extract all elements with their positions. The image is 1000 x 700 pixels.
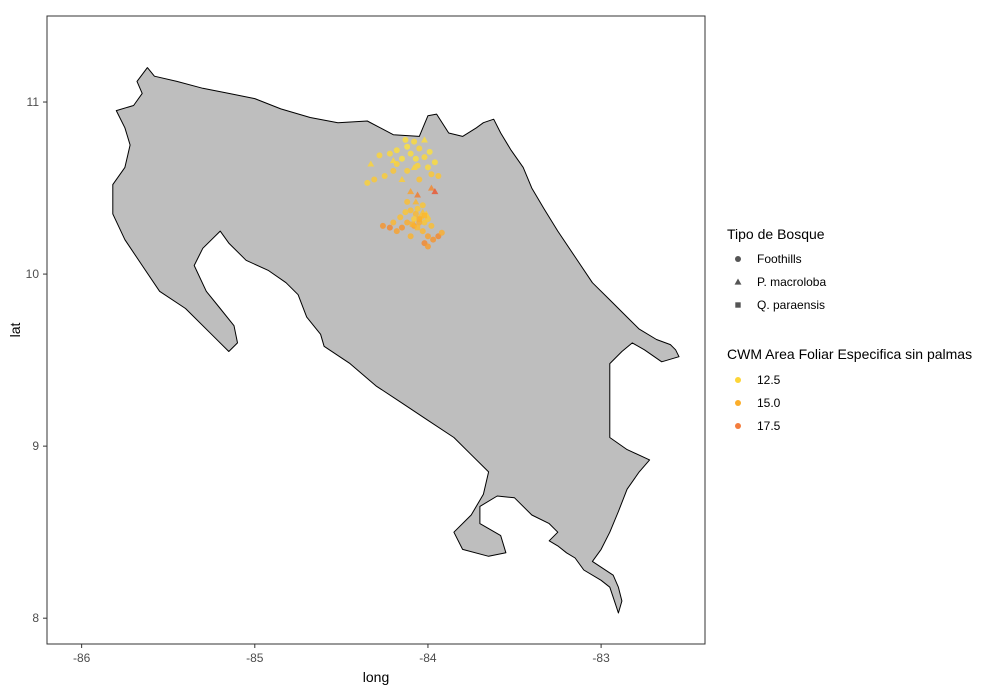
data-point-foothills: [364, 179, 371, 186]
x-tick-label: -86: [73, 651, 91, 665]
data-point-p-macroloba: [421, 136, 428, 143]
x-tick-label: -84: [419, 651, 437, 665]
data-point-foothills: [397, 214, 404, 221]
x-axis: -86 -85 -84 -83: [73, 644, 610, 665]
data-point-p-macroloba: [414, 191, 422, 198]
data-point-foothills: [428, 222, 435, 229]
data-point-foothills: [407, 150, 414, 157]
legend-shape: Tipo de Bosque Foothills P. macroloba Q. p…: [727, 226, 826, 312]
data-point-foothills: [416, 145, 423, 152]
data-point-foothills: [407, 233, 414, 240]
y-tick-label: 10: [26, 267, 40, 281]
data-point-foothills: [404, 198, 411, 205]
data-point-foothills: [398, 155, 405, 162]
x-axis-title: long: [363, 669, 389, 685]
legend-shape-label: Foothills: [757, 252, 802, 266]
data-point-p-macroloba: [431, 188, 439, 195]
data-point-foothills: [438, 229, 445, 236]
legend-key-triangle: [734, 278, 742, 285]
data-point-p-macroloba: [407, 188, 415, 195]
data-point-q-paraensis: [414, 224, 421, 231]
data-point-foothills: [404, 167, 411, 174]
legend-color-key: [735, 377, 741, 383]
data-point-foothills: [411, 216, 418, 223]
data-point-foothills: [424, 233, 431, 240]
legend-color-key: [735, 400, 741, 406]
data-point-foothills: [412, 155, 419, 162]
legend-color-title: CWM Area Foliar Especifica sin palmas: [727, 346, 972, 362]
legend-shape-label: P. macroloba: [757, 275, 826, 289]
map-layer: [112, 67, 680, 614]
plot-panel-border: [46, 15, 706, 645]
y-axis-title: lat: [7, 323, 23, 338]
data-point-foothills: [424, 164, 431, 171]
legend-key-circle: [735, 256, 741, 262]
legend-color: CWM Area Foliar Especifica sin palmas 12…: [727, 346, 972, 433]
legend-color-label: 15.0: [757, 396, 781, 410]
data-point-foothills: [416, 176, 423, 183]
data-point-foothills: [435, 173, 442, 180]
data-point-q-paraensis: [421, 212, 428, 219]
data-point-foothills: [424, 243, 431, 250]
data-point-p-macroloba: [389, 157, 397, 164]
data-point-foothills: [402, 136, 409, 143]
x-tick-label: -85: [246, 651, 264, 665]
y-tick-label: 8: [32, 611, 39, 625]
data-point-foothills: [426, 148, 433, 155]
data-point-foothills: [390, 219, 397, 226]
data-point-foothills: [371, 176, 378, 183]
legend-color-label: 12.5: [757, 373, 781, 387]
y-axis: 8 9 10 11: [26, 95, 47, 625]
data-point-foothills: [414, 205, 421, 212]
data-point-foothills: [404, 219, 411, 226]
data-point-foothills: [404, 143, 411, 150]
data-point-foothills: [393, 147, 400, 154]
data-point-q-paraensis: [409, 221, 416, 227]
data-point-p-macroloba: [427, 184, 435, 191]
points-layer: [364, 136, 445, 250]
data-point-p-macroloba: [367, 160, 375, 167]
data-point-foothills: [431, 159, 438, 166]
data-point-foothills: [398, 224, 405, 231]
data-point-p-macroloba: [398, 176, 406, 183]
data-point-p-macroloba: [410, 163, 418, 170]
data-point-q-paraensis: [416, 216, 422, 222]
legend-key-square: [735, 302, 741, 308]
data-point-foothills: [376, 152, 383, 159]
data-point-foothills: [421, 154, 428, 161]
data-point-p-macroloba: [412, 198, 420, 205]
data-point-foothills: [411, 138, 418, 145]
legend-shape-label: Q. paraensis: [757, 298, 825, 312]
data-point-foothills: [419, 228, 426, 235]
legend-color-key: [735, 423, 741, 429]
data-point-foothills: [402, 209, 409, 216]
data-point-foothills: [386, 150, 393, 157]
data-point-foothills: [381, 173, 388, 180]
data-point-foothills: [430, 236, 437, 243]
x-tick-label: -83: [592, 651, 610, 665]
data-point-foothills: [407, 207, 414, 214]
data-point-foothills: [379, 222, 386, 229]
data-point-foothills: [386, 224, 393, 231]
data-point-foothills: [428, 171, 435, 178]
data-point-foothills: [393, 228, 400, 235]
legend-color-label: 17.5: [757, 419, 781, 433]
legend-shape-title: Tipo de Bosque: [727, 226, 825, 242]
y-tick-label: 9: [32, 439, 39, 453]
data-point-foothills: [419, 202, 426, 209]
data-point-foothills: [412, 210, 419, 217]
data-point-foothills: [390, 167, 397, 174]
costa-rica-map: [112, 67, 680, 614]
y-tick-label: 11: [27, 95, 40, 109]
data-point-foothills: [414, 162, 421, 169]
